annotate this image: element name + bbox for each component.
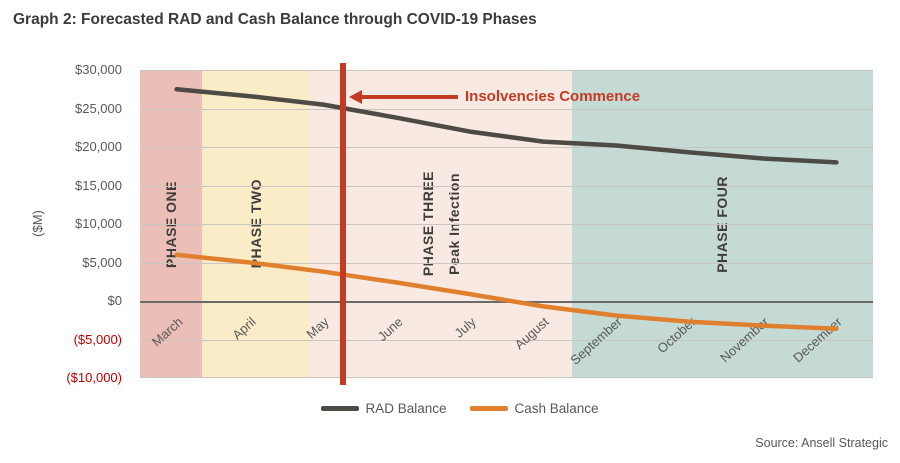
y-tick-label: $20,000 — [75, 139, 122, 154]
series-lines — [174, 87, 839, 331]
legend-item: Cash Balance — [470, 401, 599, 416]
y-tick-label: $0 — [107, 293, 122, 308]
legend-swatch — [470, 406, 509, 411]
insolvency-annotation-label: Insolvencies Commence — [465, 88, 641, 105]
y-axis-ticks: $30,000 $25,000 $20,000 $15,000 $10,000 $5,00… — [0, 62, 130, 385]
gridline — [140, 147, 873, 148]
y-tick-label: ($10,000) — [66, 370, 122, 385]
legend-label: Cash Balance — [514, 401, 599, 416]
y-tick-label: $25,000 — [75, 100, 122, 116]
gridline — [140, 224, 873, 225]
plot-area: PHASE ONE PHASE TWO PHASE THREE Peak Infect… — [140, 63, 873, 385]
y-tick-label: $10,000 — [75, 216, 122, 231]
gridline — [140, 339, 873, 341]
y-tick-label: $30,000 — [75, 62, 122, 77]
gridline — [140, 262, 873, 264]
y-tick-label: $15,000 — [75, 177, 122, 193]
legend-swatch — [321, 406, 360, 411]
legend-label: RAD Balance — [365, 401, 447, 416]
series-line-cash-balance — [174, 252, 839, 331]
gridline — [140, 70, 873, 71]
gridline — [140, 377, 873, 378]
legend-item: RAD Balance — [321, 401, 446, 416]
source-credit: Source: Ansell Strategic — [755, 436, 888, 450]
gridline — [140, 108, 873, 110]
y-tick-label: ($5,000) — [73, 331, 122, 347]
chart-title: Graph 2: Forecasted RAD and Cash Balance… — [13, 11, 537, 28]
insolvency-marker-line — [340, 63, 347, 385]
gridline — [140, 185, 873, 187]
insolvency-arrow-shaft — [361, 95, 458, 99]
insolvency-arrow-head-icon — [349, 90, 362, 104]
series-line-rad-balance — [174, 87, 839, 165]
y-tick-label: $5,000 — [82, 254, 122, 270]
legend: RAD Balance Cash Balance — [140, 401, 780, 416]
